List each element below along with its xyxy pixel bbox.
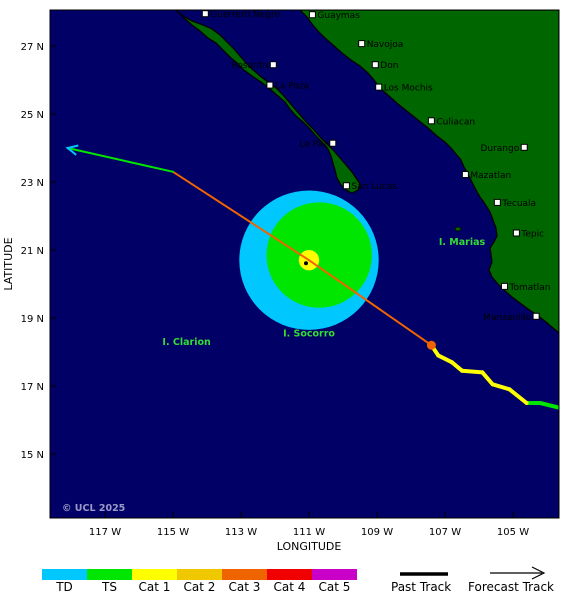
city-marker [461,171,469,179]
storm-track-map: Guerrero Negro Guaymas Navojoa Rosarito Don L… [2,9,580,553]
islas-marias [454,226,462,232]
forecast-track-arrow-icon [490,566,546,580]
city-marker [358,40,366,48]
city-marker [512,229,520,237]
city-label: La Poza [275,82,309,92]
legend-color-swatch [42,569,87,580]
past-track-segment [538,401,559,410]
legend-color-swatch [177,569,222,580]
lon-tick-label: 111 W [293,527,325,538]
lat-tick-label: 15 N [21,450,44,461]
city-labels: Guerrero Negro Guaymas Navojoa Rosarito Don L… [201,10,551,323]
copyright-label: © UCL 2025 [62,503,125,514]
forecast-track-segment [66,147,174,173]
lat-tick-label: 25 N [21,110,44,121]
lat-tick-label: 23 N [21,178,44,189]
city-marker [375,83,383,91]
city-marker [266,81,274,89]
past-track-swatch [400,572,448,576]
city-marker [520,143,528,151]
city-label: Navojoa [367,40,404,50]
mainland-mexico [299,10,559,334]
past-track-segment [567,410,580,454]
legend-color-swatch [222,569,267,580]
storm-center-marker [304,261,308,266]
legend: TD TS Cat 1 Cat 2 Cat 3 Cat 4 Cat 5 Past Track… [0,564,580,602]
y-axis-title: LATITUDE [2,237,15,290]
lat-tick-label: 27 N [21,42,44,53]
city-marker [501,282,508,290]
current-position-marker [426,340,436,350]
city-marker [493,198,501,206]
lon-tick-label: 115 W [157,527,189,538]
city-marker [532,312,540,320]
ts-wind-field [266,202,372,308]
island-labels: I. Marias I. Socorro I. Clarion [162,237,485,348]
lon-tick-label: 113 W [225,527,257,538]
past-track-segment [490,382,512,392]
lon-tick-label: 105 W [497,527,529,538]
city-marker [308,11,316,19]
legend-color-swatch [132,569,177,580]
legend-color-swatch [267,569,312,580]
city-label: Manzanillo [483,313,531,323]
past-track-label: Past Track [391,580,452,594]
axes: 27 N 25 N 23 N 21 N 19 N 17 N 15 N 117 W 115 W 11… [21,42,530,538]
legend-category-label: Cat 4 [273,580,306,594]
forecast-arrow-head [65,144,79,156]
past-track-segment [460,368,485,375]
forecast-track-segment [172,170,310,262]
legend-color-swatch [312,569,357,580]
city-marker [201,10,209,18]
city-label: San Lucas [351,182,397,192]
city-marker [342,182,350,190]
forecast-track-label: Forecast Track [468,580,554,594]
city-label: Guaymas [317,11,360,21]
lat-tick-label: 19 N [21,314,44,325]
city-label: La Paz [299,140,328,150]
lon-tick-label: 117 W [89,527,121,538]
island-label: I. Socorro [283,329,335,340]
city-marker [427,117,435,125]
lon-tick-label: 109 W [361,527,393,538]
plot-frame [49,9,560,519]
forecast-track-segment [308,259,433,347]
island-label: I. Marias [439,237,486,248]
baja-california [175,10,361,194]
city-label: Los Mochis [384,84,433,94]
past-track-segment [436,353,454,365]
city-label: Guerrero Negro [210,10,280,20]
city-label: Rosarito [232,61,269,71]
legend-category-label: Cat 3 [228,580,261,594]
legend-color-swatch [87,569,132,580]
past-track-segment [449,360,464,373]
city-marker [329,139,337,147]
city-label: Tepic [520,230,544,240]
city-label: Tecuala [501,199,536,209]
x-axis-title: LONGITUDE [277,540,342,553]
legend-category-label: TD [56,580,73,594]
past-track-segment [507,387,529,405]
legend-category-label: Cat 1 [138,580,171,594]
legend-category-label: TS [102,580,117,594]
city-label: Mazatlan [470,171,511,181]
lat-tick-label: 17 N [21,382,44,393]
legend-category-label: Cat 2 [183,580,216,594]
storm-tracks [65,144,580,454]
city-marker [371,61,379,69]
island-label: I. Clarion [162,337,211,348]
city-marker [269,61,277,69]
city-label: Durango [480,144,519,154]
lat-tick-label: 21 N [21,246,44,257]
city-label: Culiacan [436,117,475,127]
lon-tick-label: 107 W [429,527,461,538]
city-label: Don [380,61,398,71]
legend-category-label: Cat 5 [318,580,351,594]
past-track-segment [480,370,495,387]
city-label: Tomatlan [509,283,551,293]
